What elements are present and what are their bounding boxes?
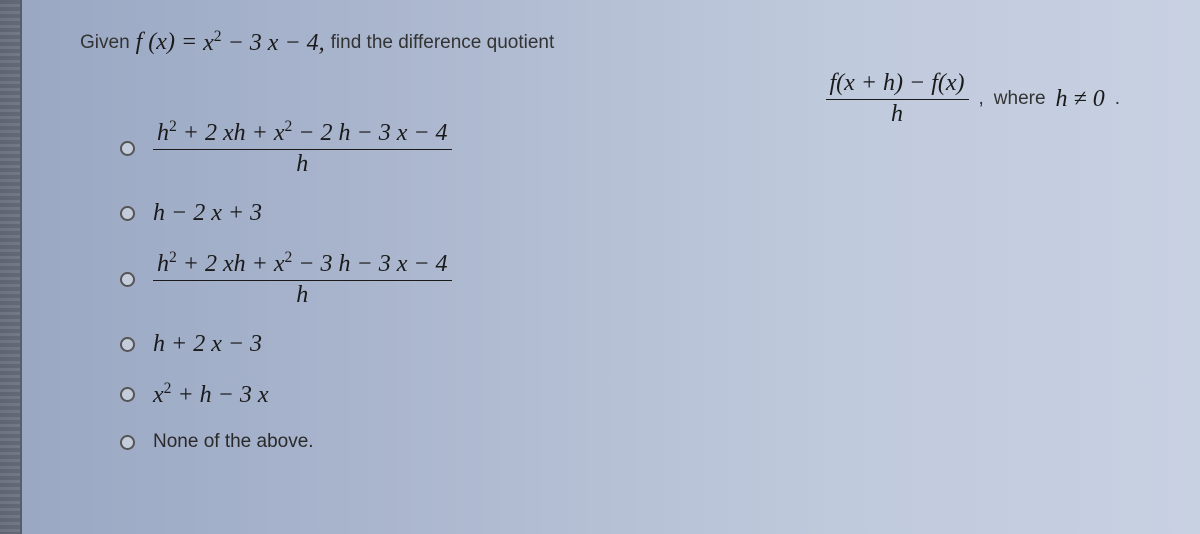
option-d[interactable]: h + 2 x − 3 bbox=[120, 331, 452, 358]
dq-condition: h ≠ 0 bbox=[1056, 86, 1105, 113]
option-a-fraction: h2 + 2 xh + x2 − 2 h − 3 x − 4 h bbox=[153, 118, 452, 178]
notebook-spiral bbox=[0, 0, 22, 534]
question-page: Given f (x) = x2 − 3 x − 4, find the dif… bbox=[40, 0, 1200, 534]
option-c-num: h2 + 2 xh + x2 − 3 h − 3 x − 4 bbox=[153, 249, 452, 281]
option-a[interactable]: h2 + 2 xh + x2 − 2 h − 3 x − 4 h bbox=[120, 118, 452, 178]
question-prompt: Given f (x) = x2 − 3 x − 4, find the dif… bbox=[80, 28, 1160, 57]
radio-icon bbox=[120, 141, 135, 156]
option-b[interactable]: h − 2 x + 3 bbox=[120, 200, 452, 227]
option-f-label: None of the above. bbox=[153, 431, 314, 453]
radio-icon bbox=[120, 435, 135, 450]
radio-icon bbox=[120, 387, 135, 402]
option-e-label: x2 + h − 3 x bbox=[153, 380, 269, 409]
option-c-fraction: h2 + 2 xh + x2 − 3 h − 3 x − 4 h bbox=[153, 249, 452, 309]
radio-icon bbox=[120, 272, 135, 287]
dq-period: . bbox=[1115, 88, 1120, 110]
dq-denominator: h bbox=[887, 100, 907, 129]
option-a-den: h bbox=[292, 150, 312, 179]
option-b-label: h − 2 x + 3 bbox=[153, 200, 262, 227]
dq-where: where bbox=[994, 88, 1046, 110]
prompt-func-rhs: x2 − 3 x − 4, bbox=[203, 28, 325, 57]
radio-icon bbox=[120, 206, 135, 221]
prompt-tail: find the difference quotient bbox=[331, 32, 555, 54]
dq-comma: , bbox=[979, 88, 984, 110]
answer-options: h2 + 2 xh + x2 − 2 h − 3 x − 4 h h − 2 x… bbox=[120, 118, 452, 453]
difference-quotient: f(x + h) − f(x) h , where h ≠ 0 . bbox=[826, 70, 1120, 128]
prompt-func-lhs: f (x) = bbox=[136, 29, 198, 56]
radio-icon bbox=[120, 337, 135, 352]
option-a-num: h2 + 2 xh + x2 − 2 h − 3 x − 4 bbox=[153, 118, 452, 150]
dq-numerator: f(x + h) − f(x) bbox=[826, 70, 969, 100]
option-d-label: h + 2 x − 3 bbox=[153, 331, 262, 358]
dq-fraction: f(x + h) − f(x) h bbox=[826, 70, 969, 128]
option-e[interactable]: x2 + h − 3 x bbox=[120, 380, 452, 409]
option-c[interactable]: h2 + 2 xh + x2 − 3 h − 3 x − 4 h bbox=[120, 249, 452, 309]
option-c-den: h bbox=[292, 281, 312, 310]
prompt-lead: Given bbox=[80, 32, 130, 54]
option-f[interactable]: None of the above. bbox=[120, 431, 452, 453]
